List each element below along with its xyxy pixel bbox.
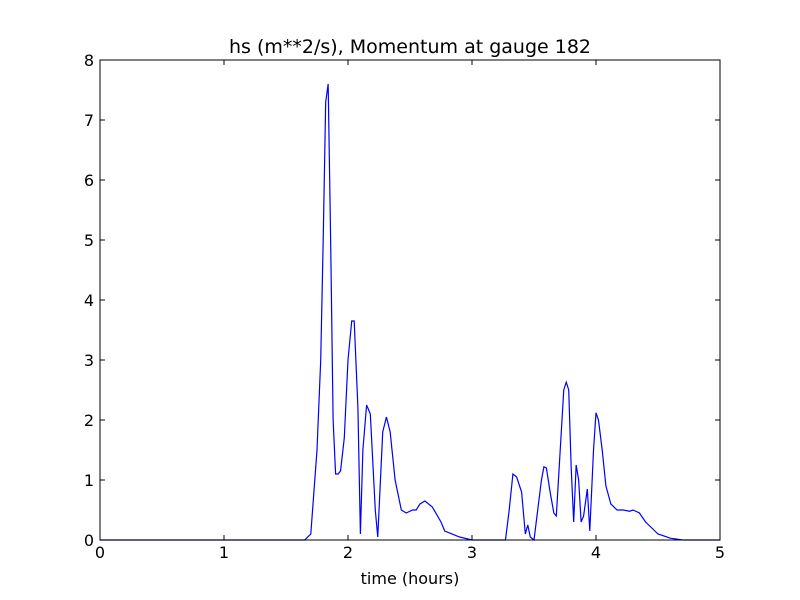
y-tick-label: 4 [84, 291, 94, 310]
y-tick-label: 2 [84, 411, 94, 430]
x-tick-label: 3 [467, 543, 477, 562]
plot-frame [99, 59, 721, 541]
x-tick-label: 5 [715, 543, 725, 562]
y-tick-label: 3 [84, 351, 94, 370]
x-tick-label: 4 [591, 543, 601, 562]
x-tick-label: 0 [95, 543, 105, 562]
y-tick-label: 6 [84, 171, 94, 190]
data-line [100, 83, 720, 542]
y-tick-label: 8 [84, 51, 94, 70]
x-axis-label: time (hours) [361, 569, 460, 588]
x-tick-label: 2 [343, 543, 353, 562]
y-tick-label: 1 [84, 471, 94, 490]
y-tick-label: 5 [84, 231, 94, 250]
chart-title: hs (m**2/s), Momentum at gauge 182 [229, 36, 591, 58]
x-tick-label: 1 [219, 543, 229, 562]
y-tick-label: 0 [84, 531, 94, 550]
y-tick-label: 7 [84, 111, 94, 130]
